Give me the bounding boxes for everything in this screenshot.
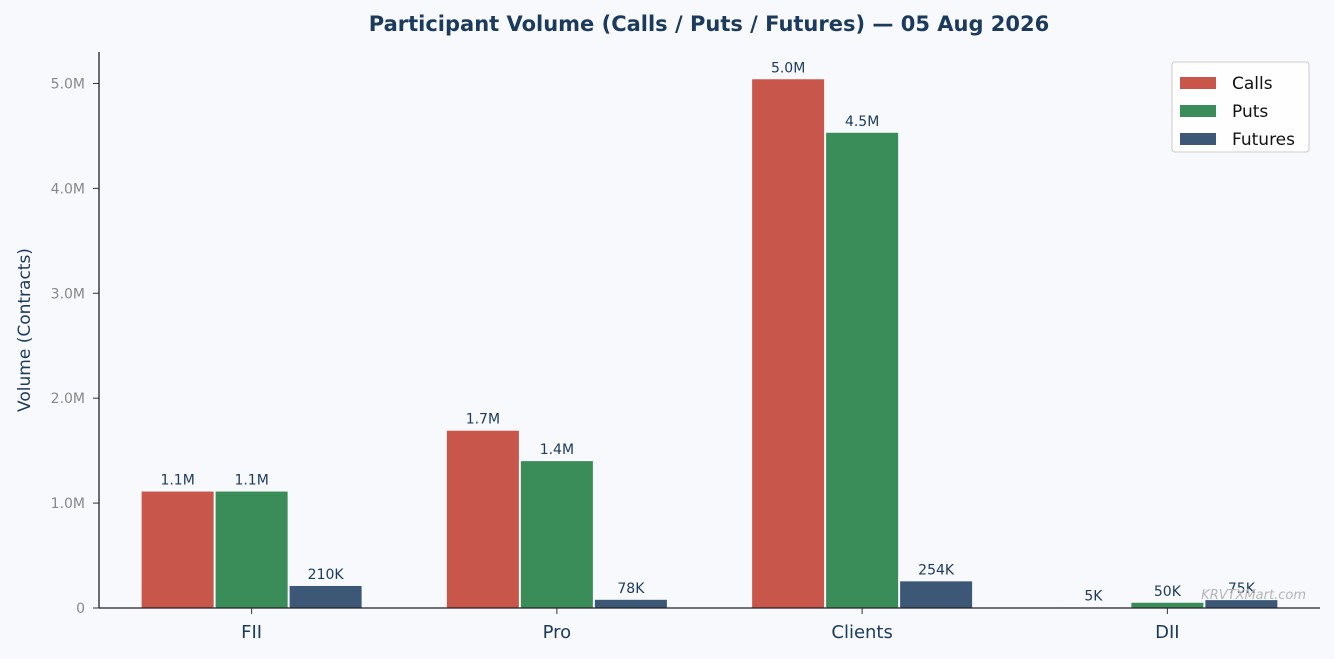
legend: Calls Puts Futures — [1171, 61, 1310, 153]
data-label: 75K — [1228, 581, 1256, 597]
x-axis-ticks: FII Pro Clients DII — [241, 608, 1180, 643]
bar-calls-pro — [446, 430, 519, 608]
data-label: 78K — [617, 581, 645, 597]
legend-label: Futures — [1232, 130, 1295, 150]
bar-marks — [141, 79, 1278, 609]
data-label: 4.5M — [845, 114, 879, 130]
bar-puts-dii — [1131, 602, 1204, 608]
y-tick-label: 2.0M — [51, 391, 85, 407]
data-label: 5.0M — [771, 60, 805, 76]
data-label: 1.1M — [160, 473, 194, 489]
data-label: 210K — [308, 567, 345, 583]
y-tick-label: 0 — [76, 601, 85, 617]
legend-swatch-futures — [1180, 133, 1216, 145]
y-axis-ticks: 0 1.0M 2.0M 3.0M 4.0M 5.0M — [51, 76, 99, 617]
data-label: 1.1M — [234, 473, 268, 489]
bar-puts-clients — [826, 132, 899, 609]
x-tick-label: FII — [241, 622, 262, 643]
x-tick-label: Clients — [831, 622, 893, 643]
bar-futures-pro — [594, 599, 667, 608]
bar-futures-clients — [900, 581, 973, 608]
y-tick-label: 4.0M — [51, 181, 85, 197]
chart-title: Participant Volume (Calls / Puts / Futur… — [369, 12, 1049, 36]
bar-puts-pro — [520, 461, 593, 608]
legend-swatch-puts — [1180, 105, 1216, 117]
legend-label: Calls — [1232, 74, 1273, 94]
legend-label: Puts — [1232, 102, 1268, 122]
x-tick-label: DII — [1155, 622, 1179, 643]
bar-calls-clients — [752, 79, 825, 609]
y-tick-label: 1.0M — [51, 496, 85, 512]
x-tick-label: Pro — [543, 622, 572, 643]
y-tick-label: 3.0M — [51, 286, 85, 302]
data-label: 1.4M — [540, 442, 574, 458]
data-labels: 1.1M 1.1M 210K 1.7M 1.4M 78K 5.0M 4.5M 254K 5K 50K… — [160, 60, 1255, 604]
y-axis-label: Volume (Contracts) — [15, 248, 35, 412]
bar-calls-fii — [141, 491, 214, 608]
bar-futures-fii — [289, 585, 362, 608]
y-tick-label: 5.0M — [51, 76, 85, 92]
axes — [98, 52, 1320, 609]
data-label: 1.7M — [466, 412, 500, 428]
watermark: KRVTXMart.com — [1201, 588, 1306, 603]
bar-puts-fii — [215, 491, 288, 608]
data-label: 50K — [1154, 584, 1182, 600]
bar-futures-dii — [1205, 600, 1278, 608]
legend-swatch-calls — [1180, 77, 1216, 89]
data-label: 5K — [1084, 588, 1103, 604]
data-label: 254K — [918, 562, 955, 578]
